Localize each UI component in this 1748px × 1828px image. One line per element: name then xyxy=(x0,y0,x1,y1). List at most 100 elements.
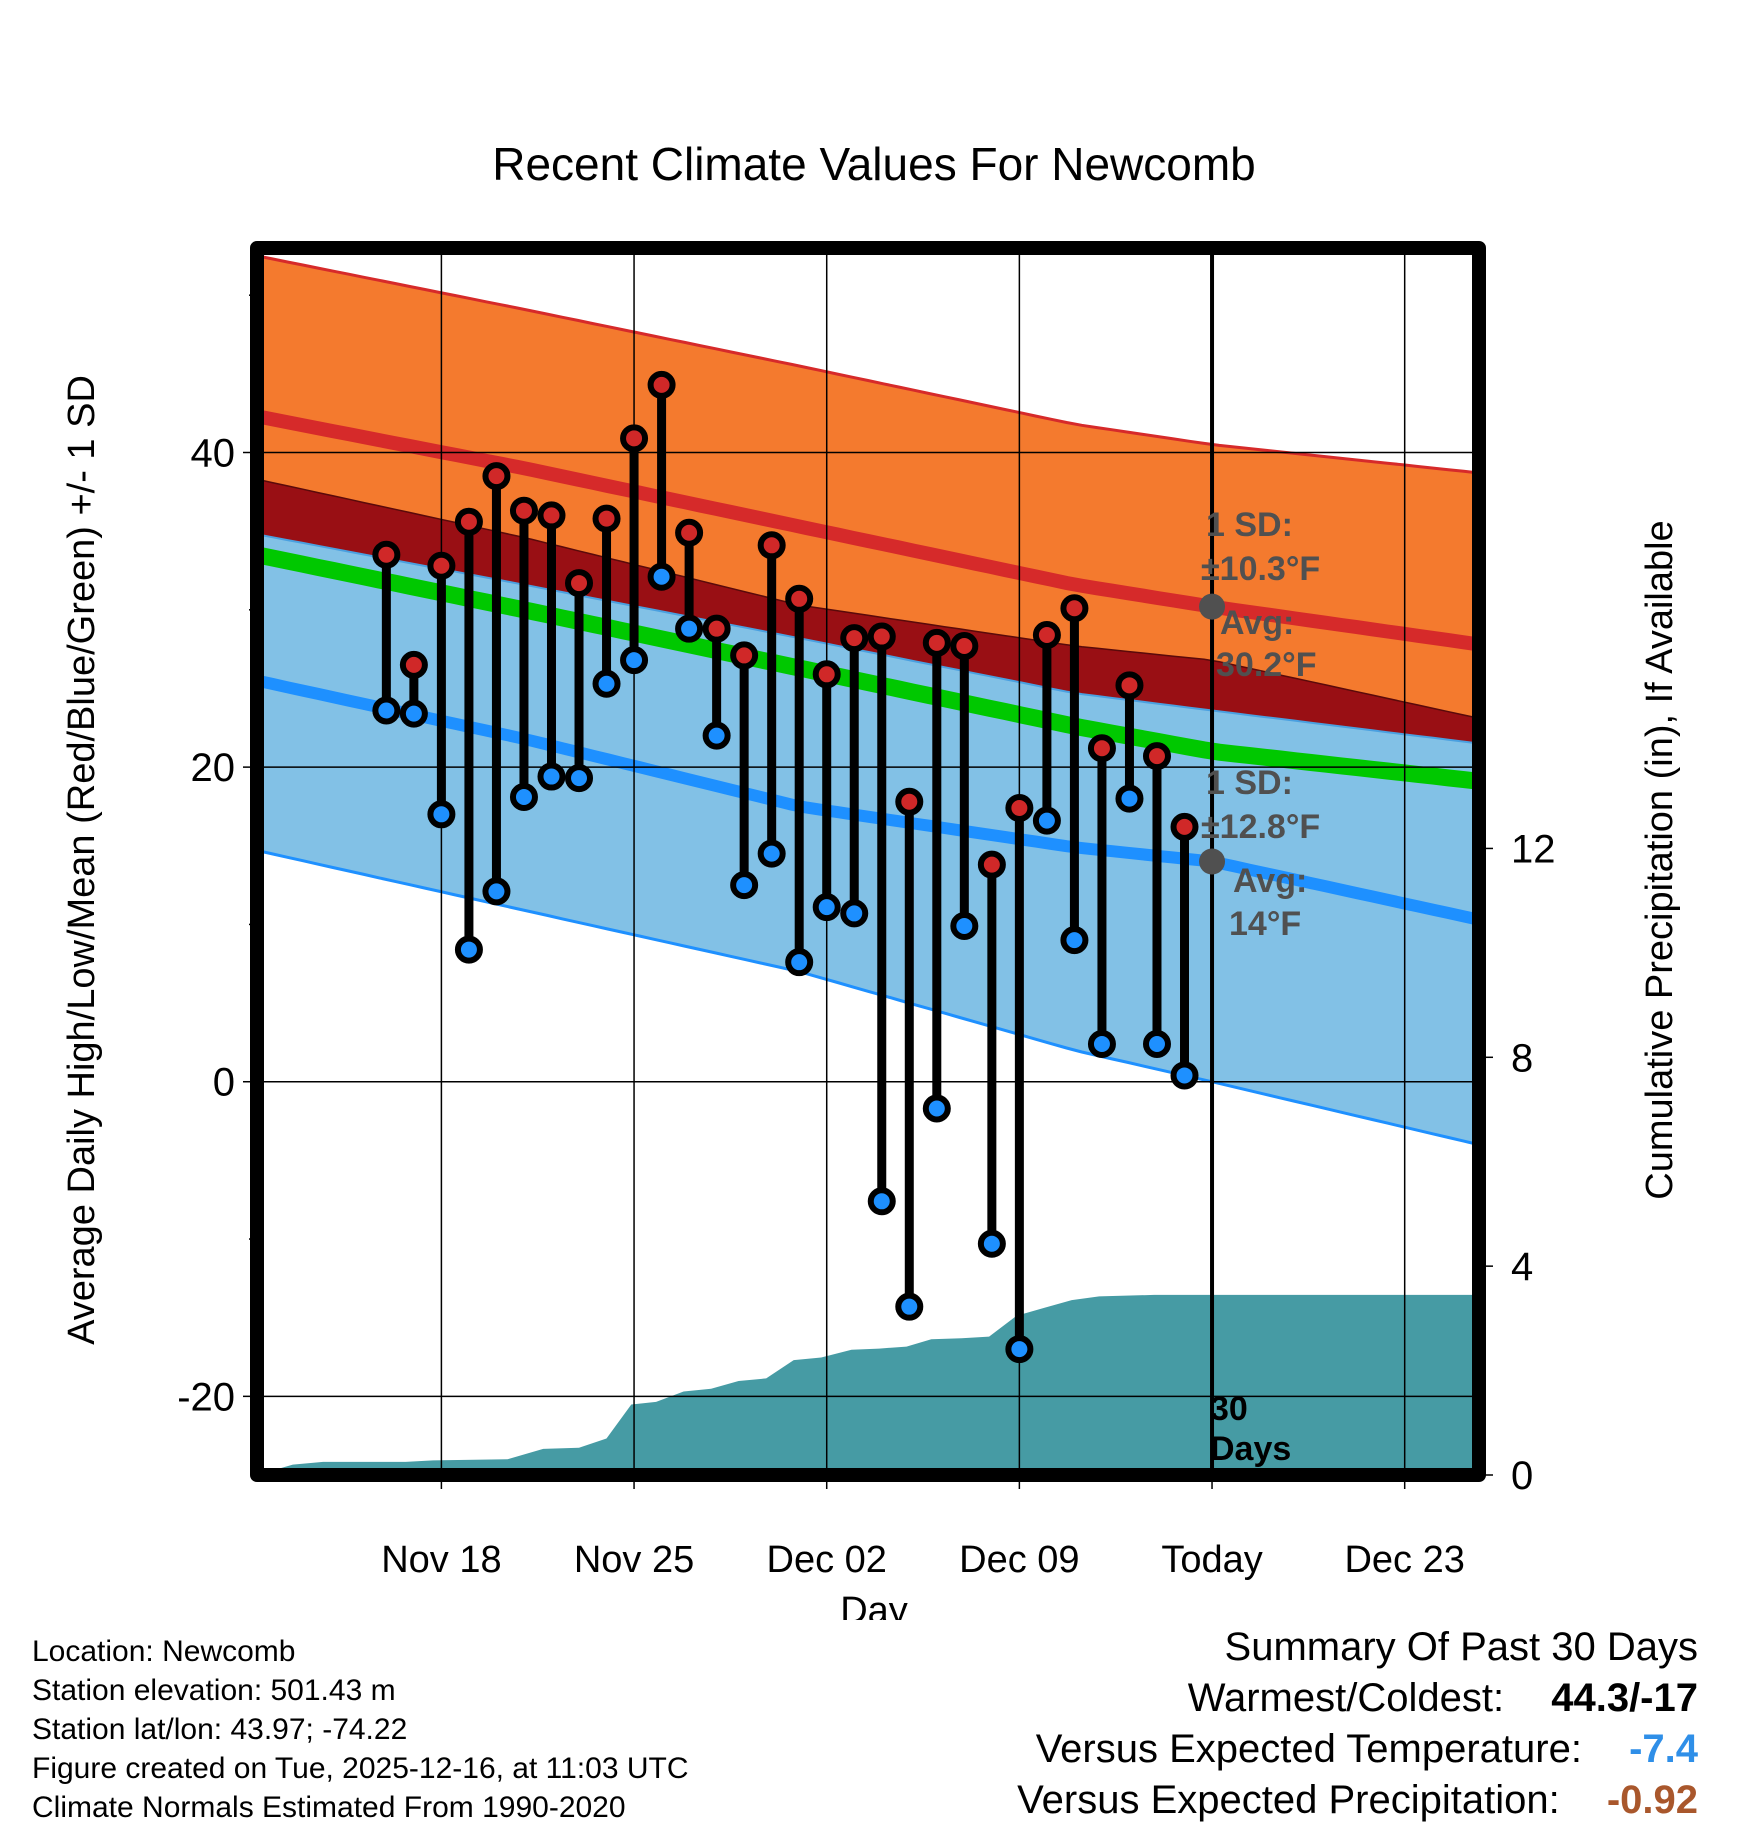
low-point xyxy=(1170,1061,1199,1090)
y-axis-label-left: Average Daily High/Low/Mean (Red/Blue/Gr… xyxy=(61,375,103,1345)
low-point xyxy=(592,669,621,698)
high-upper-line xyxy=(257,254,1479,475)
high-point xyxy=(647,370,676,399)
summary-precip-row: Versus Expected Precipitation: -0.92 xyxy=(1017,1775,1698,1826)
y-axis-label-right: Cumulative Precipitation (in), If Availa… xyxy=(1639,520,1681,1199)
low-point xyxy=(399,699,428,728)
high-point xyxy=(1142,742,1171,771)
mean-average-line xyxy=(257,546,1479,790)
low-point xyxy=(867,1187,896,1216)
low-point xyxy=(950,911,979,940)
high-point xyxy=(565,569,594,598)
low-point xyxy=(840,899,869,928)
high-lower-line xyxy=(257,533,1479,745)
precip-tick-label: 0 xyxy=(1511,1454,1533,1498)
low-point xyxy=(812,893,841,922)
chart-title: Recent Climate Values For Newcomb xyxy=(492,138,1256,190)
high-point xyxy=(620,424,649,453)
low-point xyxy=(509,783,538,812)
high-point xyxy=(977,850,1006,879)
annotation-low: 1 SD: ±12.8°F Avg: 14°F xyxy=(1201,764,1320,943)
y-tick-label: 20 xyxy=(191,746,236,790)
summary-temp-value: -7.4 xyxy=(1629,1727,1698,1771)
low-point xyxy=(647,562,676,591)
high-point xyxy=(785,584,814,613)
low-point xyxy=(977,1229,1006,1258)
high-point xyxy=(427,551,456,580)
low-point xyxy=(1115,784,1144,813)
summary-temp-row: Versus Expected Temperature: -7.4 xyxy=(1017,1724,1698,1775)
info-elevation: Station elevation: 501.43 m xyxy=(32,1674,396,1707)
low-point xyxy=(675,614,704,643)
low-point xyxy=(702,721,731,750)
low-point xyxy=(730,871,759,900)
high-sd-band xyxy=(257,255,1479,744)
annotation-period-unit: Days xyxy=(1210,1430,1291,1468)
annotation-low-sd-value: ±12.8°F xyxy=(1201,808,1320,846)
annotation-period-number: 30 xyxy=(1210,1390,1248,1428)
low-point xyxy=(482,877,511,906)
high-point xyxy=(757,531,786,560)
high-point xyxy=(537,501,566,530)
y-tick-label: 0 xyxy=(213,1061,235,1105)
low-point xyxy=(537,762,566,791)
annotation-high-avg-label: Avg: xyxy=(1220,604,1294,642)
summary-temp-label: Versus Expected Temperature: xyxy=(1035,1727,1582,1771)
info-normals: Climate Normals Estimated From 1990-2020 xyxy=(32,1791,626,1824)
high-point xyxy=(1115,671,1144,700)
summary-warm-cold-value: 44.3/-17 xyxy=(1551,1676,1698,1720)
y-tick-label: 40 xyxy=(191,432,236,476)
low-point xyxy=(922,1094,951,1123)
low-average-line xyxy=(257,674,1479,926)
precipitation-area xyxy=(257,1294,1479,1475)
plot-frame xyxy=(250,241,1486,1482)
low-point xyxy=(785,948,814,977)
low-lower-line xyxy=(257,849,1479,1147)
low-point xyxy=(1087,1029,1116,1058)
low-point xyxy=(895,1292,924,1321)
low-point xyxy=(372,696,401,725)
low-point xyxy=(427,800,456,829)
high-point xyxy=(1060,594,1089,623)
x-tick-label: Nov 25 xyxy=(574,1539,694,1581)
x-axis-label: Day xyxy=(840,1590,908,1620)
high-point xyxy=(895,787,924,816)
x-tick-label: Dec 23 xyxy=(1344,1539,1464,1581)
high-point xyxy=(867,622,896,651)
summary-warm-cold-row: Warmest/Coldest: 44.3/-17 xyxy=(1017,1673,1698,1724)
summary-warm-cold-label: Warmest/Coldest: xyxy=(1187,1676,1505,1720)
high-point xyxy=(730,641,759,670)
climate-chart: Recent Climate Values For Newcomb -20 0 20… xyxy=(61,138,1681,1620)
low-point xyxy=(620,646,649,675)
summary-panel: Summary Of Past 30 Days Warmest/Coldest:… xyxy=(1017,1622,1698,1826)
precip-tick-label: 4 xyxy=(1511,1245,1533,1289)
high-point xyxy=(592,504,621,533)
annotation-low-sd: 1 SD: xyxy=(1206,764,1293,802)
info-created: Figure created on Tue, 2025-12-16, at 11… xyxy=(32,1752,689,1785)
annotation-high-sd-value: ±10.3°F xyxy=(1201,550,1320,588)
low-point xyxy=(1142,1029,1171,1058)
station-info: Location: Newcomb Station elevation: 501… xyxy=(32,1632,689,1827)
annotation-high: 1 SD: ±10.3°F Avg: 30.2°F xyxy=(1201,506,1320,684)
high-point xyxy=(1032,620,1061,649)
low-point xyxy=(1060,926,1089,955)
annotation-period: 30 Days xyxy=(1210,1390,1291,1468)
x-tick-label: Today xyxy=(1161,1539,1262,1581)
annotation-low-avg-label: Avg: xyxy=(1233,862,1307,900)
annotation-low-avg-value: 14°F xyxy=(1229,905,1301,943)
x-tick-label: Dec 02 xyxy=(767,1539,887,1581)
summary-precip-label: Versus Expected Precipitation: xyxy=(1017,1778,1560,1822)
low-point xyxy=(1005,1335,1034,1364)
overlap-band xyxy=(257,479,1479,744)
low-sd-band xyxy=(257,534,1479,1145)
precip-tick-label: 8 xyxy=(1511,1036,1533,1080)
high-point xyxy=(702,614,731,643)
summary-precip-value: -0.92 xyxy=(1606,1778,1698,1822)
high-point xyxy=(482,462,511,491)
summary-title: Summary Of Past 30 Days xyxy=(1224,1625,1698,1669)
high-point xyxy=(675,518,704,547)
high-average-marker xyxy=(1199,593,1226,620)
precip-tick-label: 12 xyxy=(1511,827,1556,871)
low-point xyxy=(757,839,786,868)
annotation-high-avg-value: 30.2°F xyxy=(1216,646,1317,684)
